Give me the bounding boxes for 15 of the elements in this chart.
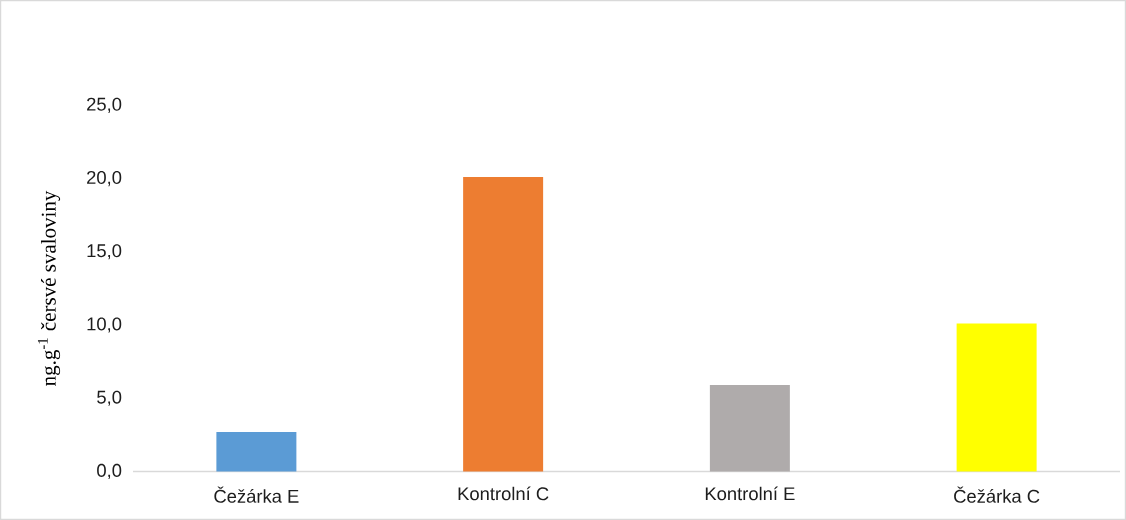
y-tick-label: 5,0: [97, 390, 122, 406]
bar: [709, 385, 790, 472]
y-tick-label: 10,0: [87, 317, 122, 333]
x-tick-label: Kontrolní C: [458, 486, 549, 501]
y-axis-title: ng.g$^{-1}$ čersvé svaloviny: [37, 190, 61, 386]
bar: [463, 177, 544, 472]
y-tick-label: 20,0: [87, 170, 122, 187]
x-tick-label: Čežárka C: [954, 486, 1040, 503]
y-tick-label: 15,0: [87, 244, 122, 260]
x-tick-label: Kontrolní E: [705, 486, 795, 501]
y-tick-label: 0,0: [97, 463, 122, 480]
bar: [216, 431, 297, 472]
bar: [956, 323, 1037, 472]
x-tick-label: Čežárka E: [214, 486, 299, 503]
y-tick-label: 25,0: [87, 97, 122, 113]
